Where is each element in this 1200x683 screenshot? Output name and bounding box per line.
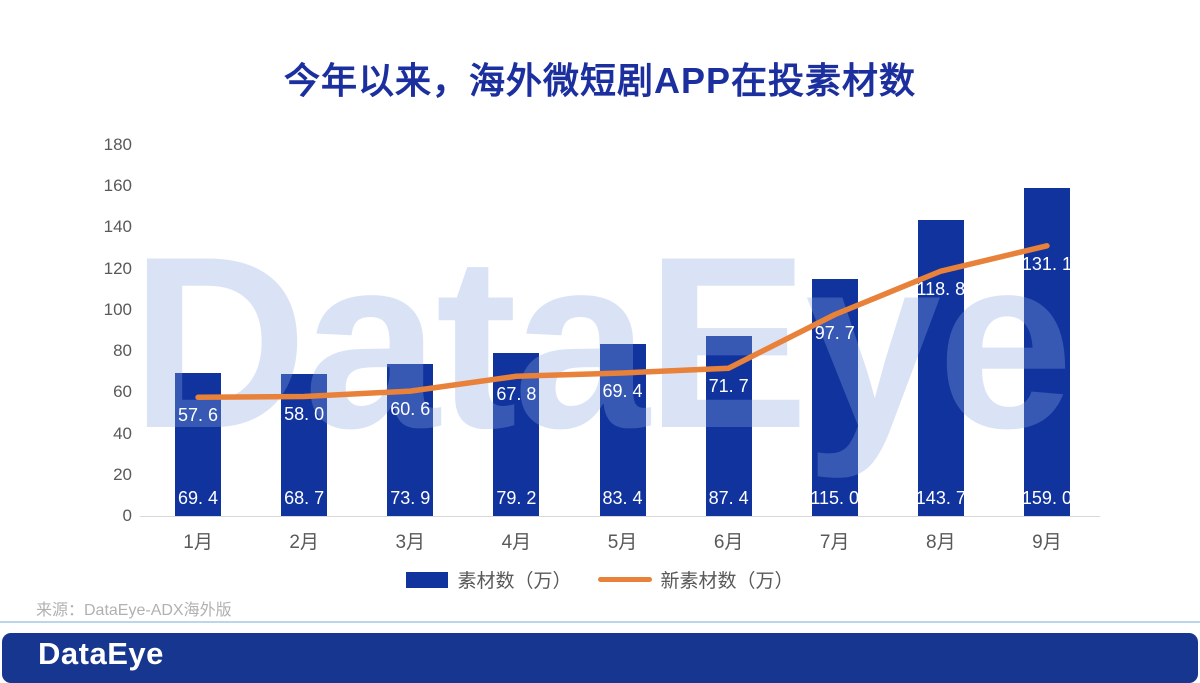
bar-value-label: 159. 0 (1021, 487, 1072, 508)
line-value-label: 71. 7 (708, 376, 749, 397)
x-tick-label-9月: 9月 (1032, 532, 1062, 553)
x-tick-label-8月: 8月 (926, 532, 956, 553)
x-tick-label-7月: 7月 (819, 532, 850, 553)
legend-item: 素材数（万） (406, 566, 572, 593)
legend-label: 新素材数（万） (660, 571, 794, 592)
bar-value-label: 68. 7 (284, 487, 325, 508)
line-value-label: 118. 8 (916, 279, 966, 300)
y-tick-label: 120 (103, 258, 132, 278)
line-value-label: 60. 6 (390, 399, 431, 420)
y-tick-label: 80 (113, 341, 132, 361)
legend: 素材数（万） 新素材数（万） (0, 566, 1200, 593)
bar-value-label: 73. 9 (390, 487, 431, 508)
y-tick-label: 40 (113, 423, 132, 443)
line-value-label: 57. 6 (178, 405, 219, 426)
x-tick-label-5月: 5月 (607, 532, 638, 553)
source-note: 来源：DataEye-ADX海外版 (36, 602, 232, 619)
line-value-label: 69. 4 (602, 380, 643, 401)
line-value-label: 131. 1 (1021, 253, 1072, 274)
x-axis-line (140, 516, 1100, 517)
bar-value-label: 87. 4 (708, 487, 749, 508)
y-tick-label: 20 (113, 464, 132, 484)
trend-line (195, 243, 1050, 401)
legend-line-swatch (597, 577, 652, 582)
bar-value-label: 115. 0 (810, 487, 860, 508)
y-tick-label: 0 (122, 506, 132, 525)
footer-divider (0, 621, 1200, 623)
bar-value-label: 79. 2 (496, 487, 537, 508)
line-value-label: 97. 7 (814, 322, 855, 343)
x-tick-label-3月: 3月 (395, 532, 426, 553)
bar-9月: 159. 0 (1022, 188, 1072, 516)
legend-label: 素材数（万） (457, 571, 572, 592)
legend-item: 新素材数（万） (597, 566, 794, 593)
chart-title: 今年以来，海外微短剧APP在投素材数 (283, 60, 917, 101)
bar-1月: 69. 4 (175, 372, 222, 516)
x-tick-label-2月: 2月 (289, 532, 319, 553)
dataeye-logo: DataEye (38, 636, 164, 671)
x-tick-label-4月: 4月 (501, 532, 532, 553)
x-tick-label-1月: 1月 (183, 532, 213, 553)
y-tick-label: 180 (103, 135, 132, 154)
bar-7月: 115. 0 (810, 278, 859, 516)
y-tick-label: 100 (103, 299, 132, 319)
bar-value-label: 143. 7 (915, 487, 966, 508)
line-value-label: 67. 8 (496, 384, 537, 405)
y-tick-label: 60 (113, 382, 132, 402)
bar-value-label: 69. 4 (178, 487, 219, 508)
y-tick-label: 160 (103, 176, 132, 196)
line-value-label: 58. 0 (284, 404, 325, 425)
y-tick-label: 140 (103, 217, 132, 237)
legend-bar-swatch (406, 571, 449, 588)
bar-value-label: 83. 4 (602, 487, 643, 508)
x-tick-label-6月: 6月 (713, 532, 744, 553)
